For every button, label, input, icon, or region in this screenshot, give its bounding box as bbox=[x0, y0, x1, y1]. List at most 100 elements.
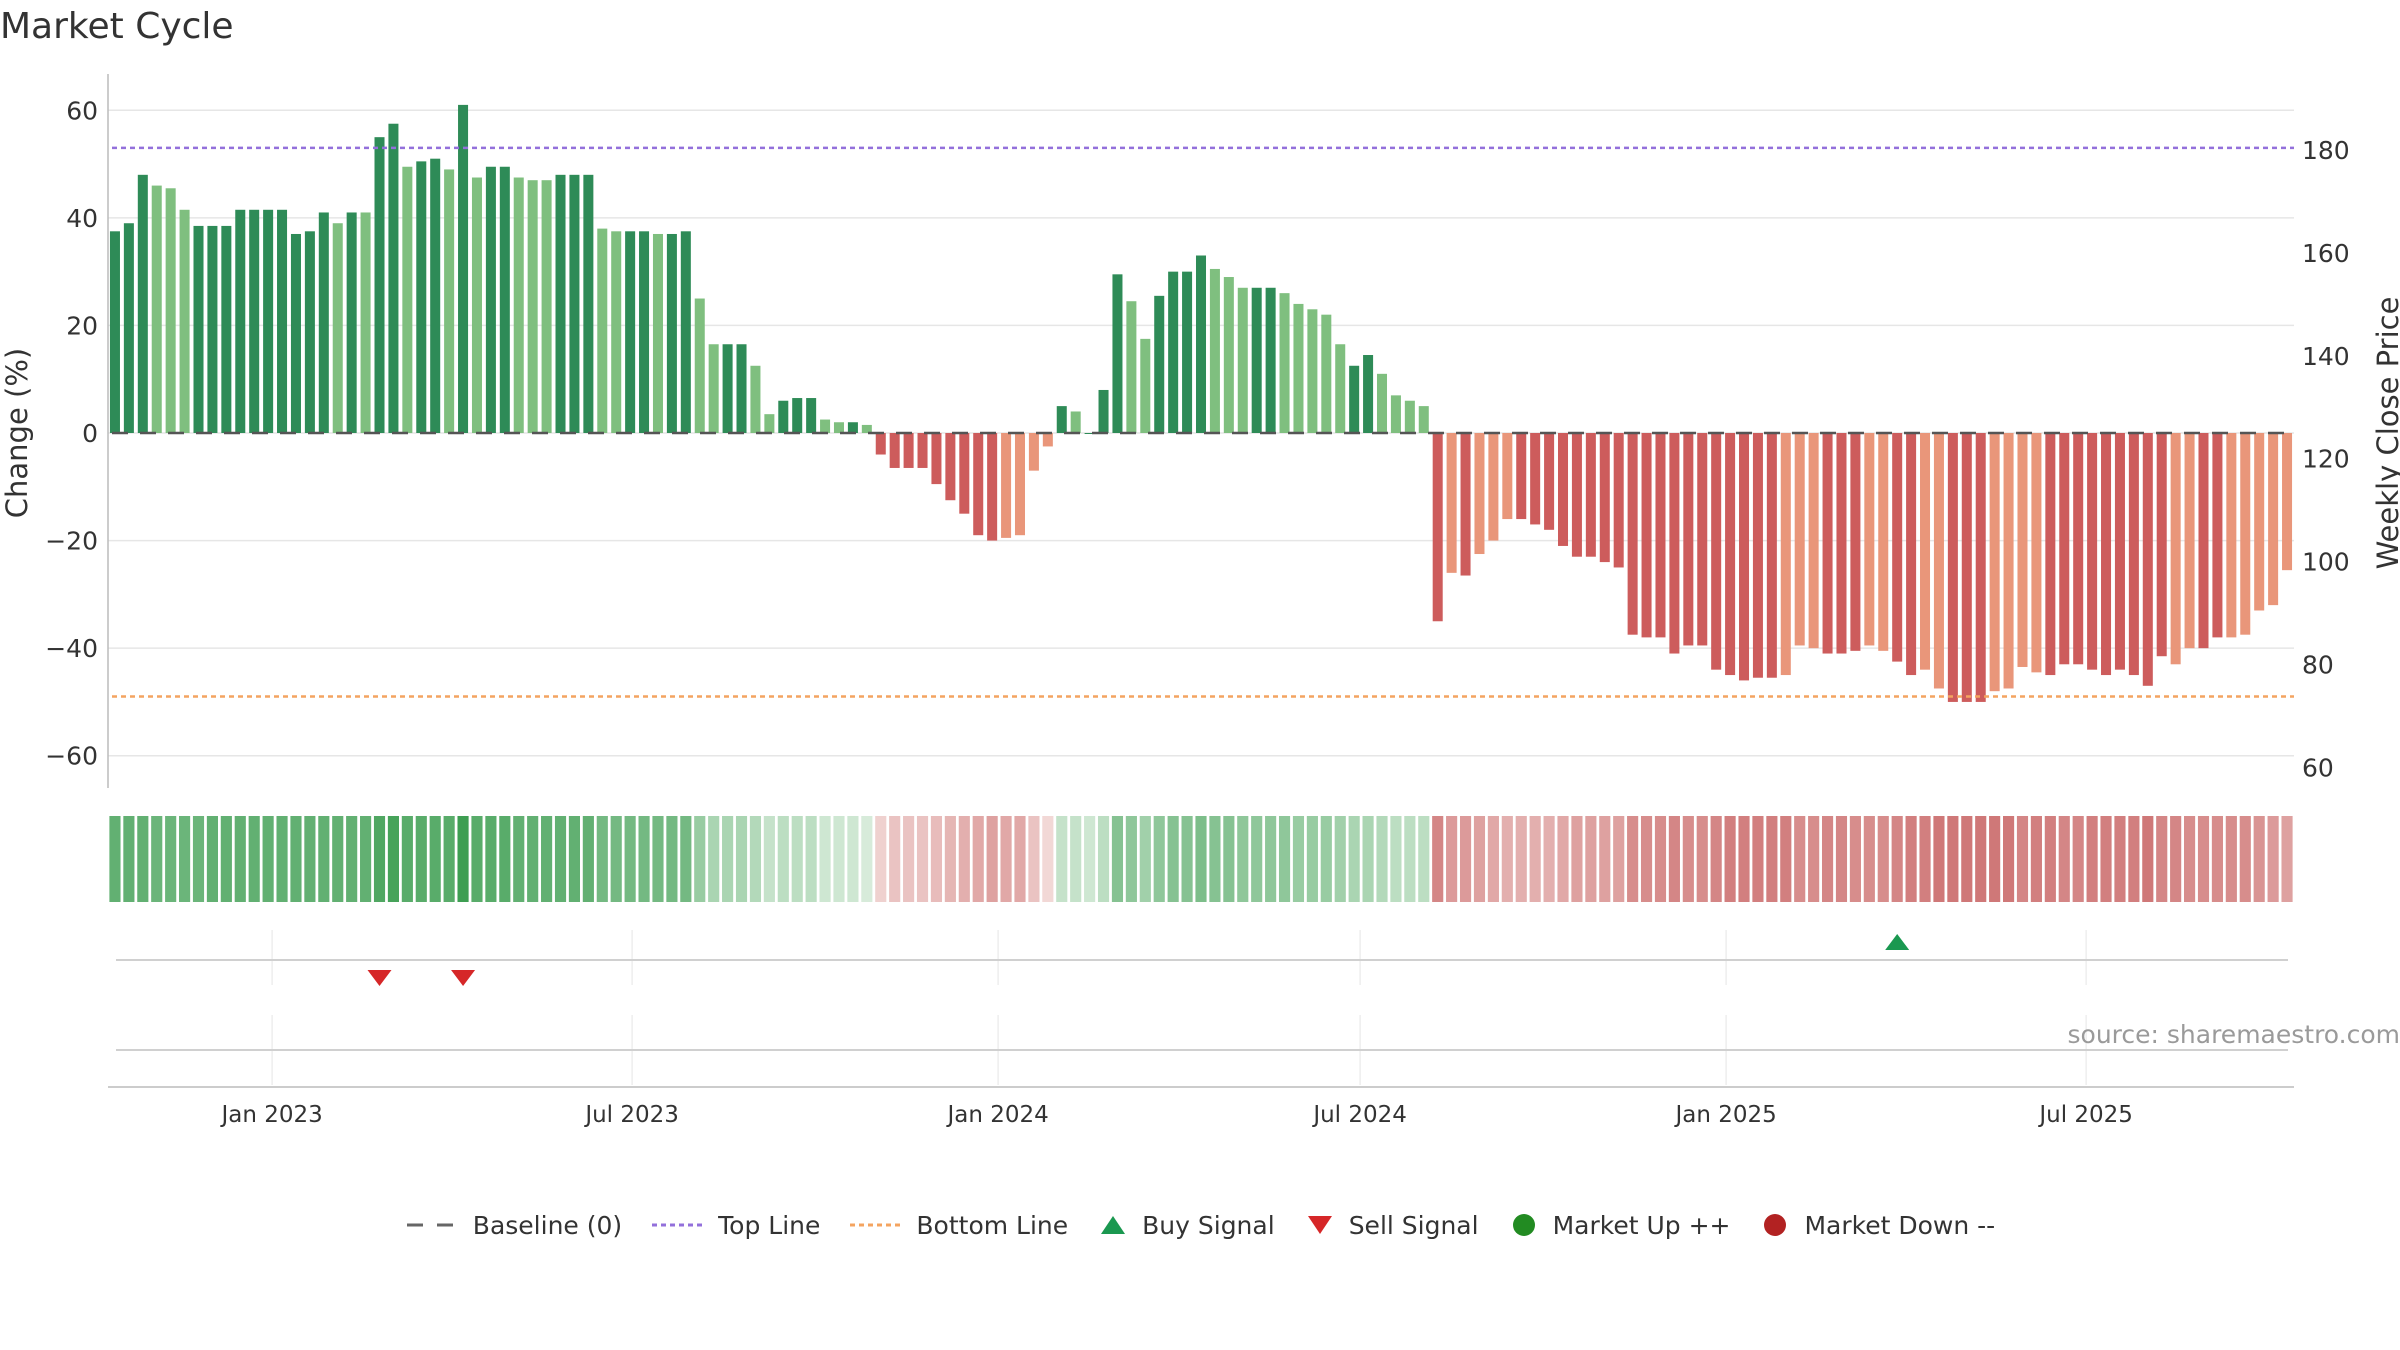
bar bbox=[388, 123, 399, 433]
regime-cell bbox=[2086, 816, 2098, 902]
bar bbox=[1780, 433, 1791, 676]
bar bbox=[1363, 355, 1374, 433]
regime-cell bbox=[1780, 816, 1792, 902]
bar bbox=[820, 419, 831, 433]
y-tick-label: 20 bbox=[66, 311, 98, 340]
bar bbox=[792, 398, 803, 433]
regime-cell bbox=[2211, 816, 2223, 902]
regime-cell bbox=[387, 816, 399, 902]
bar bbox=[1502, 433, 1513, 520]
regime-cell bbox=[415, 816, 427, 902]
bar bbox=[332, 223, 343, 433]
x-tick-label: Jul 2023 bbox=[583, 1102, 679, 1128]
bar bbox=[1140, 338, 1151, 433]
regime-cell bbox=[1265, 816, 1277, 902]
bar bbox=[471, 177, 482, 433]
x-axis: Jan 2023 Jul 2023 Jan 2024 Jul 2024 Jan 2025… bbox=[108, 1086, 2294, 1128]
bar bbox=[2114, 433, 2125, 670]
regime-cell bbox=[179, 816, 191, 902]
dotted-line-icon bbox=[850, 1223, 903, 1227]
bar bbox=[1084, 433, 1095, 434]
regime-cell bbox=[1278, 816, 1291, 902]
axes-layer: 60 40 20 0 −20 −40 −60 180 160 140 120 100 80 60 Chang… bbox=[0, 74, 2400, 788]
bar bbox=[2003, 433, 2014, 689]
legend-item: Baseline (0) bbox=[405, 1210, 622, 1240]
bar bbox=[1669, 433, 1680, 654]
bar bbox=[2142, 433, 2153, 686]
bar bbox=[1335, 344, 1346, 433]
bar bbox=[416, 161, 427, 433]
bar bbox=[1098, 389, 1109, 433]
reference-lines-layer bbox=[112, 146, 2294, 698]
bar bbox=[778, 400, 789, 433]
sell-signal-marker bbox=[367, 970, 392, 986]
bar bbox=[1446, 433, 1457, 573]
regime-cell bbox=[749, 816, 762, 902]
regime-cell bbox=[360, 816, 372, 902]
regime-cell bbox=[1292, 816, 1305, 902]
bar bbox=[1920, 433, 1931, 670]
bar bbox=[764, 414, 775, 433]
bar bbox=[1808, 433, 1819, 649]
regime-cell bbox=[1989, 816, 2001, 902]
bar bbox=[402, 166, 413, 433]
legend-item: Sell Signal bbox=[1303, 1210, 1479, 1240]
bar bbox=[1056, 406, 1067, 433]
source-note: source: sharemaestro.com bbox=[2067, 1020, 2400, 1049]
regime-cell bbox=[1919, 816, 1931, 902]
bar bbox=[1655, 433, 1666, 638]
regime-cell bbox=[1668, 816, 1680, 902]
triangle-down-icon bbox=[1307, 1216, 1332, 1234]
y-right-tick-label: 120 bbox=[2302, 445, 2350, 474]
bar bbox=[1613, 433, 1624, 568]
regime-cell bbox=[1529, 816, 1541, 902]
chart-title: Market Cycle bbox=[0, 6, 234, 47]
x-tick-label: Jul 2025 bbox=[2037, 1102, 2133, 1128]
regime-cell bbox=[2267, 816, 2279, 902]
y-right-tick-label: 160 bbox=[2302, 239, 2350, 268]
regime-cell bbox=[1000, 816, 1012, 902]
bar bbox=[1711, 433, 1722, 670]
regime-cell bbox=[2044, 816, 2056, 902]
regime-cell bbox=[1696, 816, 1708, 902]
bar bbox=[847, 422, 858, 433]
x-tick-label: Jul 2024 bbox=[1311, 1102, 1407, 1128]
bar bbox=[945, 433, 956, 501]
regime-cell bbox=[1849, 816, 1861, 902]
regime-cell bbox=[1599, 816, 1611, 902]
regime-cell bbox=[499, 816, 511, 902]
bar bbox=[1683, 433, 1694, 646]
regime-cell bbox=[304, 816, 316, 902]
regime-cell bbox=[1891, 816, 1903, 902]
bar bbox=[207, 225, 218, 433]
triangle-up-icon bbox=[1101, 1216, 1126, 1234]
bar bbox=[360, 212, 371, 433]
legend-item: Top Line bbox=[650, 1210, 820, 1240]
bar bbox=[1279, 293, 1290, 433]
bar bbox=[1571, 433, 1582, 557]
regime-cell bbox=[1223, 816, 1235, 902]
bar bbox=[2059, 433, 2070, 665]
regime-cell bbox=[958, 816, 970, 902]
bar bbox=[1641, 433, 1652, 638]
y-right-tick-label: 80 bbox=[2302, 651, 2334, 680]
regime-cell bbox=[1028, 816, 1040, 902]
bar bbox=[1892, 433, 1903, 662]
bar bbox=[123, 223, 134, 433]
bar bbox=[680, 231, 691, 433]
regime-cell bbox=[1348, 816, 1360, 902]
regime-cell bbox=[1362, 816, 1374, 902]
bar bbox=[1251, 287, 1262, 433]
y-tick-label: 40 bbox=[66, 204, 98, 233]
bar bbox=[903, 433, 914, 468]
regime-cell bbox=[1487, 816, 1499, 902]
legend-label: Buy Signal bbox=[1142, 1210, 1275, 1240]
regime-cell bbox=[2016, 816, 2029, 902]
bar bbox=[1933, 433, 1944, 689]
bar bbox=[833, 422, 844, 433]
regime-cell bbox=[248, 816, 260, 902]
legend-item: Market Down -- bbox=[1758, 1210, 1995, 1240]
bar bbox=[2268, 433, 2279, 606]
y-tick-label: −60 bbox=[45, 742, 98, 771]
